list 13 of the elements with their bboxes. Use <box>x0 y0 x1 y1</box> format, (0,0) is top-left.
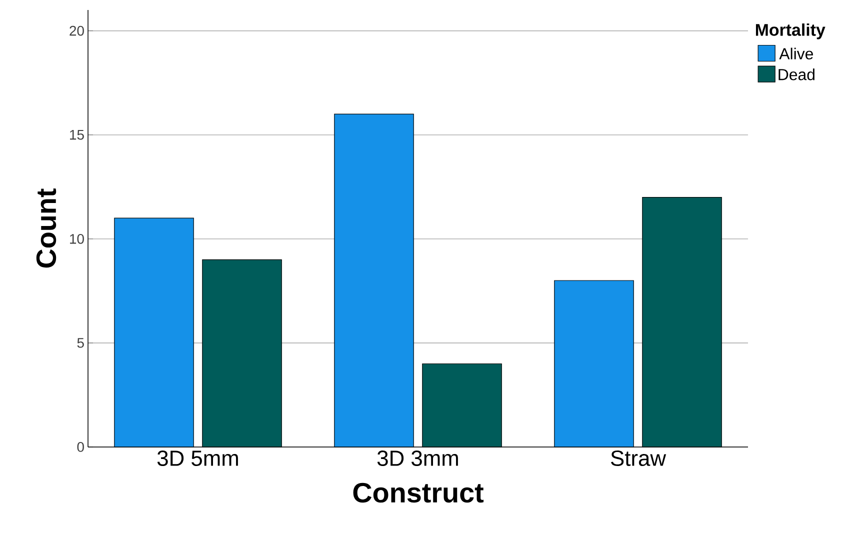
legend-label: Dead <box>778 68 814 80</box>
y-axis-title: Count <box>36 188 56 268</box>
x-tick-label: 3D 5mm <box>157 450 238 466</box>
y-tick-label: 15 <box>70 130 84 140</box>
legend-label: Alive <box>779 48 813 60</box>
y-tick-label: 10 <box>70 234 84 244</box>
y-tick-label: 5 <box>77 338 84 348</box>
x-axis-title: Construct <box>353 482 484 503</box>
legend-title: Mortality <box>756 23 826 40</box>
x-tick-label: Straw <box>610 450 666 466</box>
y-tick-label: 20 <box>70 26 84 36</box>
x-tick-label: 3D 3mm <box>377 450 458 466</box>
y-tick-label: 0 <box>77 442 84 452</box>
